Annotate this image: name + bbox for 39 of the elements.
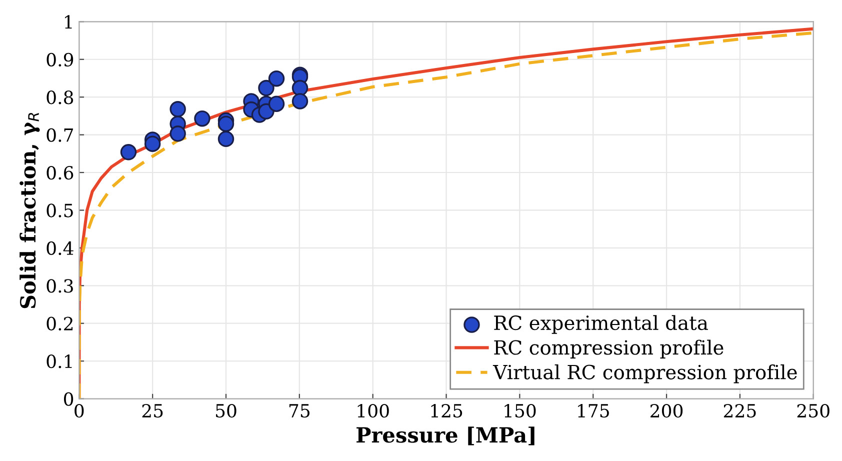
point <box>218 130 234 148</box>
point <box>268 70 285 87</box>
x-tick-label: 225 <box>724 404 756 418</box>
x-tick-label: 75 <box>289 404 310 418</box>
point <box>120 144 137 160</box>
point <box>218 116 234 132</box>
x-tick-label: 175 <box>578 404 609 418</box>
y-axis-title: Solid fraction, γ$_{R}$ <box>20 112 40 308</box>
x-tick-label: 150 <box>504 404 536 418</box>
point <box>292 80 308 96</box>
point <box>292 93 308 110</box>
y-tick-label: 0.2 <box>46 316 73 330</box>
legend-label: Virtual RC compression profile <box>492 364 797 384</box>
y-tick-label: 0.5 <box>46 204 73 218</box>
point <box>258 80 274 96</box>
x-axis-title: Pressure [MPa] <box>356 426 534 446</box>
legend-label: RC compression profile <box>494 340 724 359</box>
x-tick-label: 50 <box>216 404 236 418</box>
y-tick-label: 0.4 <box>46 241 74 256</box>
legend-label: RC experimental data <box>494 315 708 334</box>
x-tick-label: 125 <box>431 404 462 418</box>
y-tick-label: 0.9 <box>46 52 74 66</box>
x-tick-label: 100 <box>358 404 389 418</box>
point <box>170 126 186 142</box>
point <box>194 110 210 127</box>
point <box>144 136 161 152</box>
y-tick-label: 0.3 <box>46 279 73 293</box>
y-tick-label: 1 <box>65 15 72 29</box>
y-tick-label: 0.8 <box>46 90 74 104</box>
y-tick-label: 0.6 <box>46 166 74 180</box>
y-tick-label: 0.7 <box>46 128 73 142</box>
x-tick-label: 25 <box>142 404 163 418</box>
x-tick-label: 200 <box>650 404 683 418</box>
y-tick-label: 0.1 <box>46 354 72 368</box>
point <box>170 101 186 118</box>
y-tick-label: 0 <box>64 392 74 406</box>
x-tick-label: 250 <box>797 404 830 418</box>
point <box>268 96 285 112</box>
x-tick-label: 0 <box>74 404 84 418</box>
